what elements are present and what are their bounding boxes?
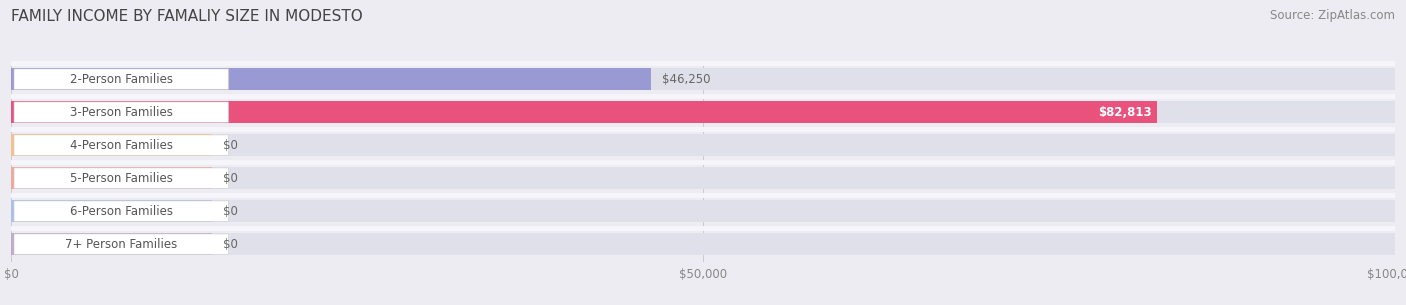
Bar (11, 101, 1395, 123)
Bar (11, 68, 1395, 90)
FancyBboxPatch shape (14, 168, 228, 188)
Text: $0: $0 (224, 238, 238, 251)
Text: 3-Person Families: 3-Person Families (70, 106, 173, 119)
Text: 4-Person Families: 4-Person Families (70, 139, 173, 152)
Bar (11, 233, 1395, 255)
Bar (11, 68, 651, 90)
FancyBboxPatch shape (14, 234, 228, 254)
Text: $0: $0 (224, 172, 238, 185)
Text: Source: ZipAtlas.com: Source: ZipAtlas.com (1270, 9, 1395, 22)
FancyBboxPatch shape (14, 201, 228, 221)
Bar (11, 167, 1395, 189)
Bar (11, 134, 1395, 156)
Text: 2-Person Families: 2-Person Families (70, 73, 173, 86)
FancyBboxPatch shape (14, 102, 228, 122)
Bar (11, 134, 212, 156)
Text: 5-Person Families: 5-Person Families (70, 172, 173, 185)
Bar (11, 167, 212, 189)
Text: 7+ Person Families: 7+ Person Families (65, 238, 177, 251)
FancyBboxPatch shape (14, 69, 228, 89)
Text: $82,813: $82,813 (1098, 106, 1152, 119)
Text: $0: $0 (224, 205, 238, 218)
Bar (11, 101, 1157, 123)
Text: $46,250: $46,250 (662, 73, 710, 86)
Text: FAMILY INCOME BY FAMALIY SIZE IN MODESTO: FAMILY INCOME BY FAMALIY SIZE IN MODESTO (11, 9, 363, 24)
FancyBboxPatch shape (14, 135, 228, 155)
Bar (11, 233, 212, 255)
Bar (11, 200, 1395, 222)
Bar (11, 200, 212, 222)
Text: 6-Person Families: 6-Person Families (70, 205, 173, 218)
Text: $0: $0 (224, 139, 238, 152)
